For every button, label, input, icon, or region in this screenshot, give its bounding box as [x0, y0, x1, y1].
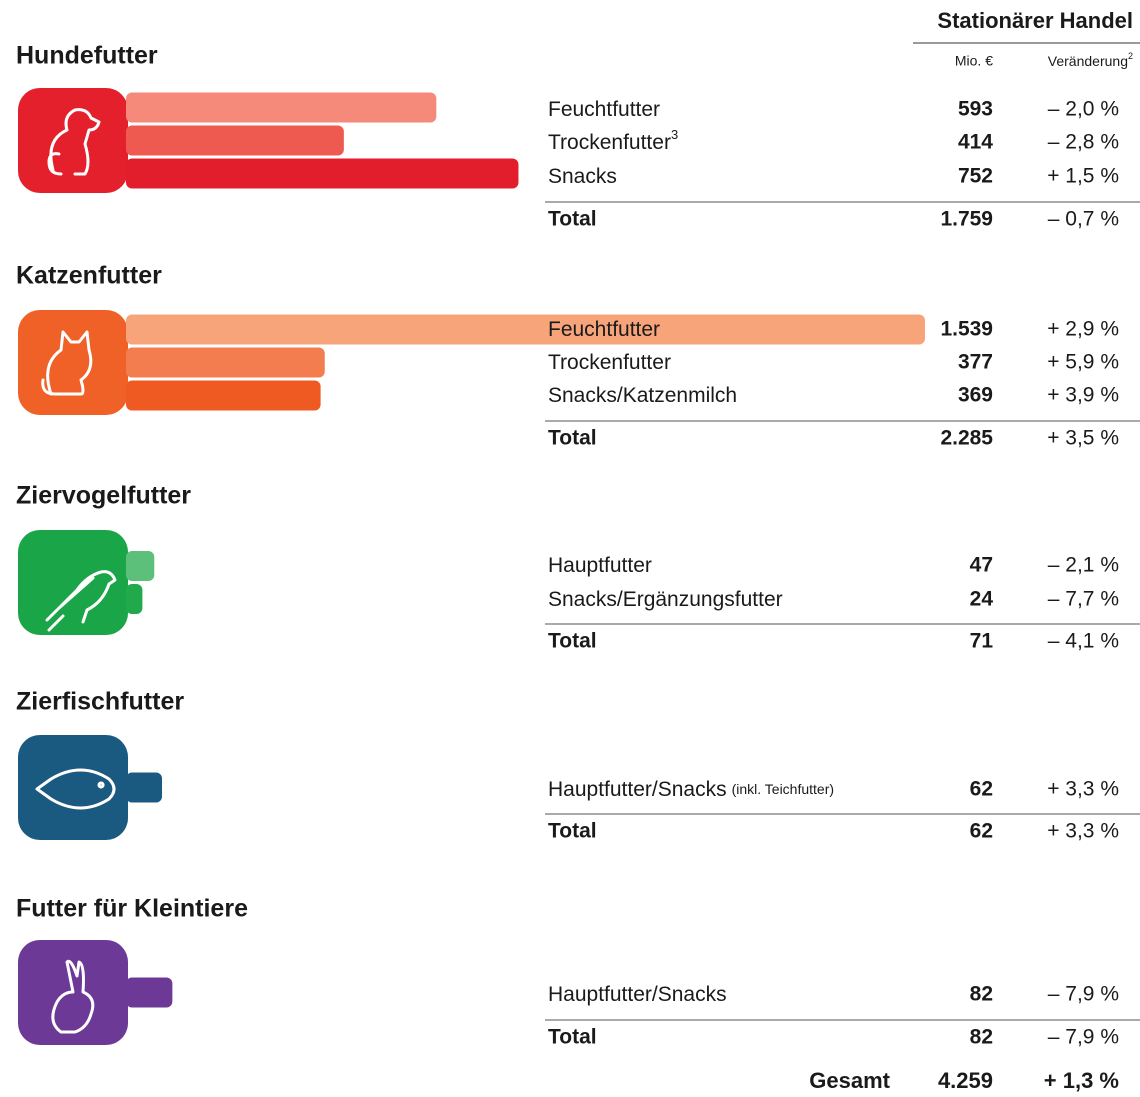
bar [126, 977, 173, 1008]
row-value: 752 [958, 165, 993, 188]
icon-box [18, 88, 128, 193]
icon [35, 768, 116, 810]
grand-total-value: 4.259 [938, 1068, 993, 1093]
total-label: Total [548, 1026, 597, 1049]
row-label: Trockenfutter3 [548, 127, 678, 153]
bar [126, 584, 143, 614]
row-label-text: Hauptfutter [548, 554, 652, 577]
row-value: 414 [958, 131, 993, 154]
bar [126, 92, 437, 123]
superscript: 3 [671, 127, 678, 142]
row-label-text: Feuchtfutter [548, 98, 660, 121]
row-change: + 1,5 % [1047, 165, 1119, 188]
column-header-text: Veränderung [1048, 53, 1128, 69]
row-label: Feuchtfutter [548, 318, 660, 341]
row-label: Snacks/Katzenmilch [548, 384, 737, 407]
row-label-text: Trockenfutter [548, 131, 671, 154]
row-value: 62 [970, 778, 993, 801]
section-title: Zierfischfutter [16, 688, 184, 716]
row-value: 369 [958, 384, 993, 407]
total-label: Total [548, 208, 597, 231]
column-header: Veränderung2 [1048, 51, 1133, 68]
section-title: Katzenfutter [16, 262, 162, 290]
row-change: + 5,9 % [1047, 351, 1119, 374]
row-change: – 2,0 % [1048, 98, 1119, 121]
total-value: 2.285 [940, 427, 993, 450]
row-label-text: Snacks [548, 165, 617, 188]
row-change: – 2,8 % [1048, 131, 1119, 154]
row-value: 47 [970, 554, 993, 577]
total-value: 62 [970, 820, 993, 843]
row-label-text: Hauptfutter/Snacks [548, 983, 727, 1006]
total-value: 71 [970, 630, 994, 653]
section-title: Hundefutter [16, 42, 158, 70]
total-change: + 3,5 % [1047, 427, 1119, 450]
row-value: 377 [958, 351, 993, 374]
total-change: – 4,1 % [1048, 630, 1119, 653]
row-label-text: Hauptfutter/Snacks [548, 778, 727, 801]
icon-box [18, 310, 128, 415]
header-title: Stationärer Handel [937, 8, 1133, 33]
row-label-text: Snacks/Ergänzungsfutter [548, 588, 783, 611]
section-title: Futter für Kleintiere [16, 895, 248, 923]
row-change: + 3,9 % [1047, 384, 1119, 407]
icon-box [18, 530, 128, 635]
total-label: Total [548, 820, 597, 843]
row-change: – 7,7 % [1048, 588, 1119, 611]
total-label: Total [548, 630, 597, 653]
icon-box [18, 735, 128, 840]
column-header: Mio. € [955, 53, 993, 69]
total-change: + 3,3 % [1047, 820, 1119, 843]
bar [126, 551, 155, 581]
total-value: 1.759 [940, 208, 993, 231]
total-label: Total [548, 427, 597, 450]
icon [51, 959, 95, 1034]
row-label: Feuchtfutter [548, 98, 660, 121]
row-label-text: Feuchtfutter [548, 318, 660, 341]
row-change: + 2,9 % [1047, 318, 1119, 341]
total-change: – 0,7 % [1048, 208, 1119, 231]
row-value: 593 [958, 98, 993, 121]
superscript: 2 [1128, 51, 1133, 61]
icon [41, 330, 93, 396]
icon [47, 108, 101, 176]
total-change: – 7,9 % [1048, 1026, 1119, 1049]
row-value: 82 [970, 983, 993, 1006]
row-label: Hauptfutter/Snacks [548, 983, 727, 1006]
row-label-text: Trockenfutter [548, 351, 671, 374]
bar [126, 772, 163, 803]
row-value: 24 [970, 588, 994, 611]
row-label: Hauptfutter [548, 554, 652, 577]
row-label: Hauptfutter/Snacks (inkl. Teichfutter) [548, 778, 834, 801]
bar [126, 125, 344, 156]
bar [126, 158, 519, 189]
bar [126, 380, 321, 411]
grand-total-change: + 1,3 % [1044, 1068, 1119, 1093]
row-label: Trockenfutter [548, 351, 671, 374]
row-label: Snacks [548, 165, 617, 188]
row-value: 1.539 [940, 318, 993, 341]
section-title: Ziervogelfutter [16, 482, 191, 510]
grand-total-label: Gesamt [809, 1068, 890, 1093]
row-change: – 7,9 % [1048, 983, 1119, 1006]
total-value: 82 [970, 1026, 993, 1049]
row-change: + 3,3 % [1047, 778, 1119, 801]
bar [126, 347, 325, 378]
bar [126, 314, 925, 345]
row-label: Snacks/Ergänzungsfutter [548, 588, 783, 611]
icon [45, 570, 117, 632]
row-label-text: Snacks/Katzenmilch [548, 384, 737, 407]
row-change: – 2,1 % [1048, 554, 1119, 577]
row-note: (inkl. Teichfutter) [732, 781, 834, 797]
